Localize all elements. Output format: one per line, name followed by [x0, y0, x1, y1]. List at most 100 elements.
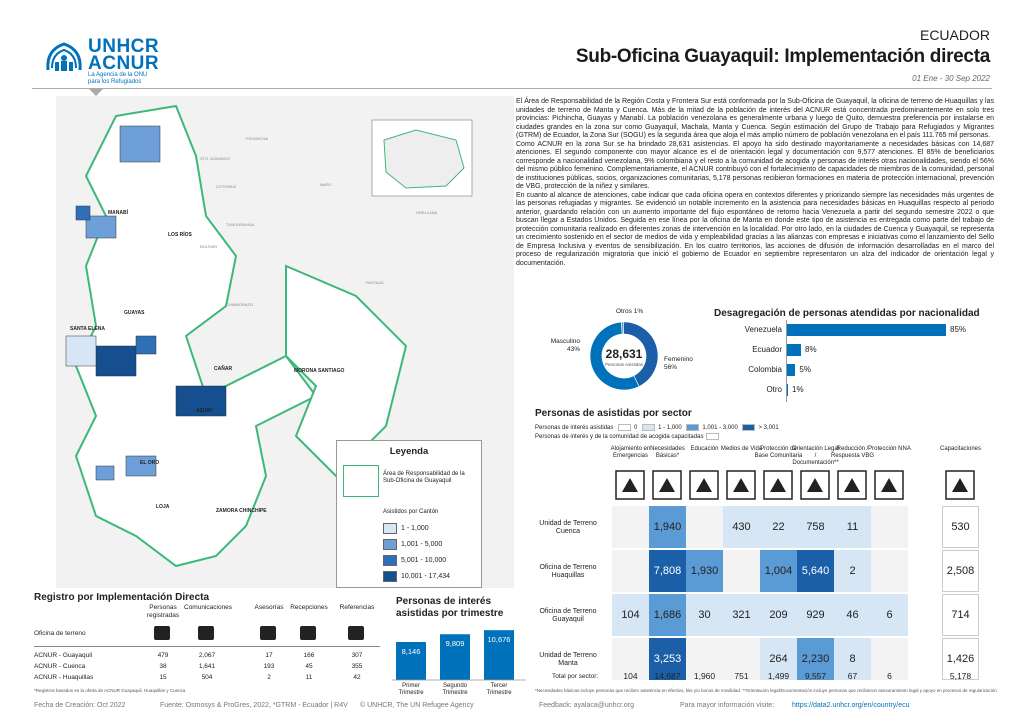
legend-ranges: 1 - 1,000 1,001 - 5,000 5,001 - 10,000 10,0… [383, 521, 450, 585]
donut-fem-label: Femenino 56% [664, 356, 693, 371]
sector-cell [723, 550, 760, 592]
trim-value-1: 9,809 [446, 639, 465, 648]
santa-elena-area [65, 335, 97, 367]
canton-manta [75, 205, 91, 221]
legend-swatch-0 [618, 424, 632, 431]
sector-cell [612, 638, 649, 680]
footer-feedback[interactable]: Feedback: ayalaca@unhcr.org [539, 702, 635, 709]
reg-cell: 307 [351, 652, 363, 659]
aor-swatch [343, 465, 379, 497]
trim-bar-1 [440, 634, 470, 680]
nat-bar-2 [786, 364, 796, 376]
legend-range-3: 10,001 - 17,434 [383, 569, 450, 583]
prov-manabi: MANABÍ [108, 208, 129, 216]
prov-el-oro: EL ORO [140, 460, 159, 466]
sector-total-label: Total por sector: [552, 673, 599, 680]
unhcr-emblem-icon [46, 42, 82, 71]
logo-wordmark: UNHCR ACNUR [88, 36, 160, 74]
nb-sto-domingo: STO. DOMINGO [200, 156, 230, 161]
sector-cell: 1,686 [649, 594, 686, 636]
nb-pastaza: PASTAZA [366, 280, 384, 285]
prov-azuay: AZUAY [196, 408, 213, 414]
sector-cell: 321 [723, 594, 760, 636]
trimestre-title: Personas de interés asistidas por trimes… [396, 596, 504, 619]
reg-header-icon-2 [198, 626, 214, 640]
reg-header-icon-3 [260, 626, 276, 640]
sector-col-header-7: Protección NNA [868, 446, 911, 452]
reg-cell: 504 [201, 674, 213, 681]
sector-cell: 7,808 [649, 550, 686, 592]
nationality-title: Desagregación de personas atendidas por … [714, 308, 980, 319]
sector-cell: 22 [760, 506, 797, 548]
trim-value-0: 8,146 [402, 647, 421, 656]
reg-row-label: ACNUR - Huaquillas [34, 674, 94, 681]
reg-cell: 2,067 [198, 652, 216, 659]
reg-header-2: Comunicaciones [184, 604, 233, 611]
sector-col-header-6: Reducción / Respuesta VBG [830, 446, 875, 459]
sector-col-header-3: Medios de Vida [720, 446, 763, 452]
legend-range-label: 10,001 - 17,434 [401, 572, 451, 580]
footer-more: Para mayor información visite: [680, 702, 775, 709]
sector-cell [871, 506, 908, 548]
sector-title: Personas de asistidas por sector [535, 408, 692, 419]
nat-bar-0 [786, 324, 946, 336]
legend-range-swatch [383, 570, 397, 582]
footer-date: Fecha de Creación: Oct 2022 [34, 702, 126, 709]
reg-header-3: Asesorías [254, 604, 284, 611]
description-paragraph-2: Como ACNUR en la zona Sur se ha brindado… [516, 140, 994, 191]
prov-morona: MORONA SANTIAGO [294, 368, 344, 374]
shelter-icon [615, 470, 647, 502]
sector-footnote: *Necesidades básicas incluye personas qu… [535, 688, 999, 693]
nat-value-1: 8% [805, 345, 817, 354]
nat-label-0: Venezuela [744, 325, 782, 334]
sector-col-header-1: Necesidades Básicas* [650, 446, 685, 459]
legend-swatch-3 [742, 424, 756, 431]
legend-swatch-capacity [706, 433, 720, 441]
region-map: MANABÍ LOS RÍOS GUAYAS SANTA ELENA CAÑAR… [56, 96, 514, 588]
sector-total: 9,557 [804, 671, 827, 681]
reg-cell: 193 [263, 663, 275, 670]
donut-total: 28,631 [606, 347, 643, 361]
basic-needs-icon [652, 470, 684, 502]
footer-link[interactable]: https://data2.unhcr.org/en/country/ecu [792, 702, 910, 709]
sector-legend-row-2: Personas de interés y de la comunidad de… [535, 433, 779, 440]
sector-cell: 104 [612, 594, 649, 636]
reg-header-icon-5 [348, 626, 364, 640]
reg-header-1: Personas registradas [146, 604, 180, 619]
page-title: Sub-Oficina Guayaquil: Implementación di… [575, 46, 990, 67]
training-icon [945, 470, 977, 502]
sector-cell: 2,508 [942, 550, 979, 592]
reg-cell: 15 [159, 674, 167, 681]
registro-title: Registro por Implementación Directa [34, 592, 210, 603]
livelihood-icon [726, 470, 758, 502]
legend-range-swatch [383, 522, 397, 534]
sector-cell: 46 [834, 594, 871, 636]
prov-canar: CAÑAR [214, 365, 232, 372]
prov-los-rios: LOS RÍOS [168, 230, 193, 238]
nb-chimborazo: CHIMBORAZO [226, 302, 253, 307]
trim-category-2: Trimestre [486, 690, 512, 696]
legend-aor-label: Área de Responsabilidad de la Sub-Oficin… [383, 471, 465, 484]
sector-row-label-1: Oficina de Terreno Huaquillas [539, 564, 597, 579]
nb-tungurahua: TUNGURAHUA [226, 222, 255, 227]
sector-total: 5,178 [949, 671, 972, 681]
education-icon [689, 470, 721, 502]
legend-range-1: 1,001 - 5,000 [383, 537, 450, 551]
description-paragraph-3: En cuanto al alcance de atenciones, cabe… [516, 191, 994, 267]
reg-cell: 479 [157, 652, 169, 659]
prov-guayas: GUAYAS [124, 310, 145, 316]
sector-total: 1,960 [693, 671, 716, 681]
sector-col-header-4: Protección de Base Comunitaria [754, 446, 803, 459]
canton-huaquillas [95, 465, 115, 481]
reg-cell: 166 [303, 652, 315, 659]
trim-bar-2 [484, 630, 514, 680]
trim-category-1: Segundo [443, 683, 468, 689]
sector-cell: 30 [686, 594, 723, 636]
country-label: ECUADOR [919, 27, 990, 43]
gender-donut: 28,631 Personas Asistidas [589, 321, 659, 391]
canton-machala [125, 455, 157, 477]
sector-total: 1,499 [767, 671, 790, 681]
description-text: El Área de Responsabilidad de la Región … [516, 98, 994, 268]
nb-napo: NAPO [320, 182, 331, 187]
reg-row-label: ACNUR - Guayaquil [34, 652, 93, 659]
